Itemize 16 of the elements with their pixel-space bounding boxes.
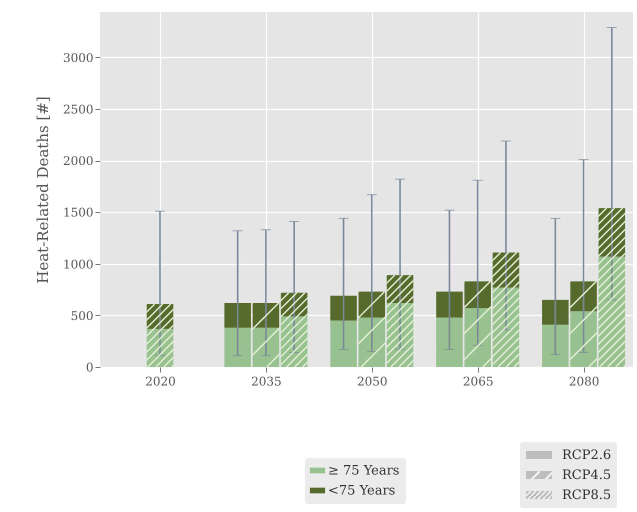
y-tick-label: 3000 — [62, 50, 94, 65]
y-tick-label: 2500 — [62, 102, 94, 117]
y-tick-label: 2000 — [62, 154, 94, 168]
x-tick-label: 2050 — [357, 374, 388, 388]
y-tick-label: 1500 — [62, 206, 94, 220]
y-axis-title: Heat-Related Deaths [#] — [34, 96, 52, 284]
x-tick-label: 2065 — [462, 374, 494, 388]
x-tick-label: 2080 — [568, 374, 600, 388]
y-tick-label: 1000 — [62, 257, 94, 272]
scenario-legend: RCP2.6 RCP4.5 RCP8.5 — [520, 442, 618, 508]
y-tick-label: 500 — [70, 308, 94, 323]
legend-label: ≥ 75 Years — [328, 464, 400, 478]
y-tick-label: 0 — [86, 360, 94, 374]
x-tick-label: 2035 — [251, 374, 282, 388]
legend-label: <75 Years — [328, 484, 396, 498]
x-tick-label: 2020 — [145, 374, 176, 388]
